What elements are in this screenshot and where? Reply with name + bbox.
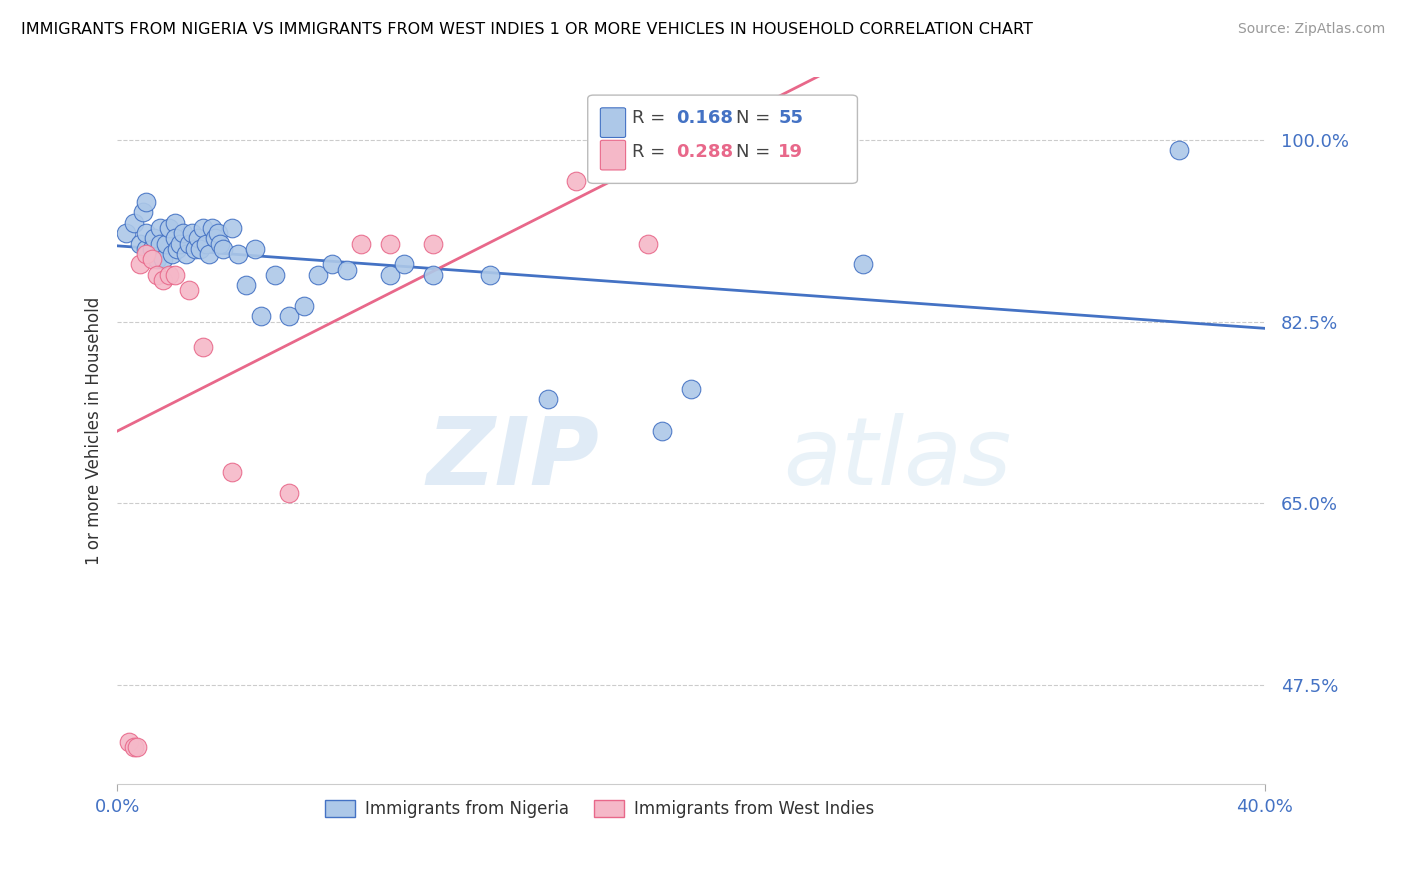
Point <box>177 236 200 251</box>
Text: atlas: atlas <box>783 413 1011 504</box>
Y-axis label: 1 or more Vehicles in Household: 1 or more Vehicles in Household <box>86 296 103 565</box>
Point <box>180 226 202 240</box>
Point <box>307 268 329 282</box>
Point <box>198 247 221 261</box>
Point <box>163 268 186 282</box>
Point <box>163 216 186 230</box>
Text: Source: ZipAtlas.com: Source: ZipAtlas.com <box>1237 22 1385 37</box>
Point <box>209 236 232 251</box>
Point <box>135 242 157 256</box>
Point <box>679 382 702 396</box>
Point <box>637 236 659 251</box>
Text: IMMIGRANTS FROM NIGERIA VS IMMIGRANTS FROM WEST INDIES 1 OR MORE VEHICLES IN HOU: IMMIGRANTS FROM NIGERIA VS IMMIGRANTS FR… <box>21 22 1033 37</box>
Point <box>146 252 169 267</box>
Point <box>132 205 155 219</box>
Point <box>186 231 208 245</box>
Point <box>350 236 373 251</box>
Point <box>278 310 301 324</box>
Point <box>378 268 401 282</box>
Text: 0.288: 0.288 <box>676 143 733 161</box>
Point <box>852 257 875 271</box>
Point <box>160 247 183 261</box>
Point <box>1167 143 1189 157</box>
Point <box>146 268 169 282</box>
Point <box>243 242 266 256</box>
Point <box>157 221 180 235</box>
Point <box>129 257 152 271</box>
Point <box>226 247 249 261</box>
Point <box>378 236 401 251</box>
Point <box>166 242 188 256</box>
Point <box>124 216 146 230</box>
Point <box>141 252 163 267</box>
Text: R =: R = <box>633 109 672 127</box>
Point <box>129 236 152 251</box>
Point <box>174 247 197 261</box>
Point <box>127 740 149 755</box>
Text: N =: N = <box>735 109 776 127</box>
Point <box>135 195 157 210</box>
Point <box>278 486 301 500</box>
Point <box>149 221 172 235</box>
Point <box>190 242 212 256</box>
Point <box>155 236 177 251</box>
Point <box>118 735 141 749</box>
Point <box>195 236 218 251</box>
Point <box>221 465 243 479</box>
Point <box>193 341 215 355</box>
Point <box>212 242 235 256</box>
Text: 55: 55 <box>779 109 803 127</box>
Point <box>204 231 226 245</box>
Point <box>152 252 174 267</box>
Point <box>177 284 200 298</box>
Point <box>392 257 415 271</box>
Point <box>651 424 673 438</box>
Point <box>201 221 224 235</box>
Text: 19: 19 <box>779 143 803 161</box>
Point <box>141 242 163 256</box>
Point <box>565 174 588 188</box>
Point <box>479 268 502 282</box>
FancyBboxPatch shape <box>588 95 858 184</box>
FancyBboxPatch shape <box>600 140 626 170</box>
Point <box>422 268 444 282</box>
Legend: Immigrants from Nigeria, Immigrants from West Indies: Immigrants from Nigeria, Immigrants from… <box>318 793 880 825</box>
Point <box>152 273 174 287</box>
Point <box>169 236 191 251</box>
FancyBboxPatch shape <box>600 108 626 137</box>
Point <box>124 740 146 755</box>
Point <box>143 231 166 245</box>
Text: N =: N = <box>735 143 776 161</box>
Text: R =: R = <box>633 143 672 161</box>
Point <box>135 226 157 240</box>
Point <box>336 262 359 277</box>
Point <box>157 268 180 282</box>
Point <box>321 257 343 271</box>
Point <box>163 231 186 245</box>
Point <box>292 299 315 313</box>
Point <box>264 268 287 282</box>
Point <box>135 247 157 261</box>
Point <box>183 242 205 256</box>
Point <box>422 236 444 251</box>
Point <box>221 221 243 235</box>
Point <box>536 392 558 407</box>
Point <box>172 226 194 240</box>
Point <box>193 221 215 235</box>
Text: ZIP: ZIP <box>426 413 599 505</box>
Point <box>149 236 172 251</box>
Point <box>114 226 136 240</box>
Point <box>207 226 229 240</box>
Text: 0.168: 0.168 <box>676 109 733 127</box>
Point <box>235 278 257 293</box>
Point <box>249 310 271 324</box>
